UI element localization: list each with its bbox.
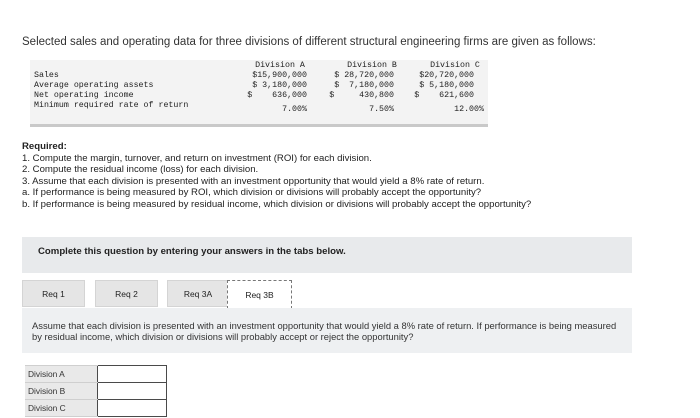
tab-req-1[interactable]: Req 1 bbox=[22, 280, 85, 307]
division-a-answer-input[interactable] bbox=[96, 365, 168, 383]
cell-c-sales: $20,720,000 bbox=[419, 71, 474, 80]
division-a-label: Division A bbox=[25, 365, 98, 383]
required-item: 2. Compute the residual income (loss) fo… bbox=[22, 164, 259, 176]
cell-c-income: $ 621,600 bbox=[414, 91, 474, 100]
row-label-net-income: Net operating income bbox=[34, 91, 134, 100]
requirement-tabs: Req 1 Req 2 Req 3A Req 3B bbox=[22, 280, 632, 309]
question-text: Assume that each division is presented w… bbox=[32, 320, 617, 342]
question-panel: Assume that each division is presented w… bbox=[22, 308, 632, 353]
required-item: 3. Assume that each division is presente… bbox=[22, 175, 485, 187]
tab-req-2[interactable]: Req 2 bbox=[95, 280, 158, 307]
row-label-assets: Average operating assets bbox=[34, 81, 154, 90]
requirements: Required: 1. Compute the margin, turnove… bbox=[22, 141, 531, 211]
tab-req-3b[interactable]: Req 3B bbox=[227, 280, 292, 309]
cell-a-return: 7.00% bbox=[282, 105, 307, 114]
required-item: b. If performance is being measured by r… bbox=[22, 198, 532, 210]
required-title: Required: bbox=[22, 141, 67, 152]
row-label-min-return: Minimum required rate of return bbox=[34, 101, 189, 110]
division-c-label: Division C bbox=[25, 399, 98, 417]
answer-table: Division A Division B Division C bbox=[25, 365, 168, 417]
table-row: Division A bbox=[25, 365, 168, 383]
row-label-sales: Sales bbox=[34, 71, 59, 80]
cell-b-return: 7.50% bbox=[369, 105, 394, 114]
cell-a-sales: $15,900,000 bbox=[252, 71, 307, 80]
table-bottom-rule bbox=[30, 124, 488, 127]
division-b-label: Division B bbox=[25, 382, 98, 400]
cell-b-assets: $ 7,180,000 bbox=[334, 81, 394, 90]
instruction-text: Complete this question by entering your … bbox=[38, 246, 346, 257]
table-row: Division B bbox=[25, 382, 168, 400]
cell-c-assets: $ 5,180,000 bbox=[419, 81, 474, 90]
table-row: Division C bbox=[25, 399, 168, 417]
instruction-banner: Complete this question by entering your … bbox=[22, 237, 632, 273]
header-division-a: Division A bbox=[255, 61, 305, 70]
division-c-answer-input[interactable] bbox=[96, 399, 168, 417]
problem-intro: Selected sales and operating data for th… bbox=[22, 36, 596, 48]
header-division-c: Division C bbox=[430, 61, 480, 70]
cell-a-income: $ 636,000 bbox=[247, 91, 307, 100]
required-item: 1. Compute the margin, turnover, and ret… bbox=[22, 152, 372, 164]
cell-c-return: 12.00% bbox=[454, 105, 484, 114]
cell-b-income: $ 430,800 bbox=[329, 91, 394, 100]
required-item: a. If performance is being measured by R… bbox=[22, 187, 482, 199]
division-data-table: Division A Division B Division C Sales A… bbox=[30, 60, 488, 127]
division-b-answer-input[interactable] bbox=[96, 382, 168, 400]
header-division-b: Division B bbox=[347, 61, 397, 70]
tab-req-3a[interactable]: Req 3A bbox=[167, 280, 229, 307]
cell-b-sales: $ 28,720,000 bbox=[334, 71, 394, 80]
cell-a-assets: $ 3,180,000 bbox=[252, 81, 307, 90]
